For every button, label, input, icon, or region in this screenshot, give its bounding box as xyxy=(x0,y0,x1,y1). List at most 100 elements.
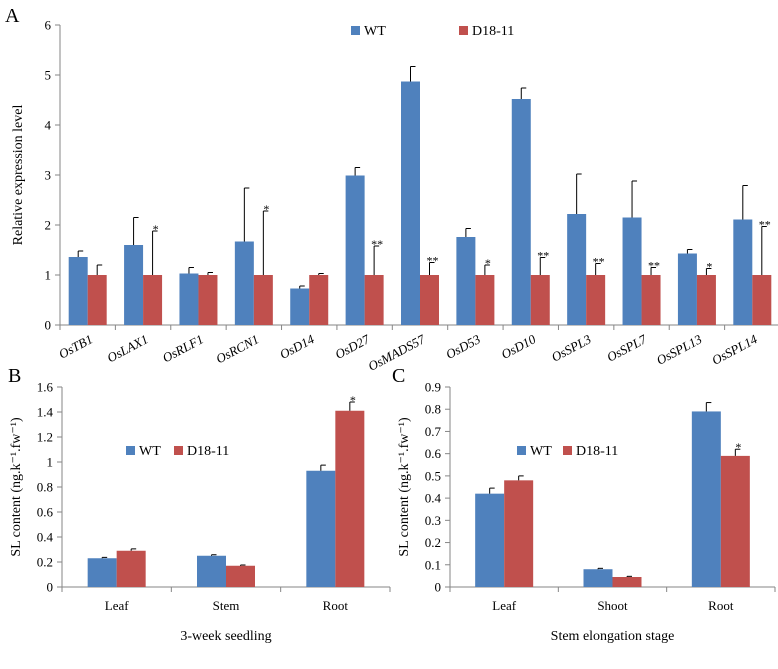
pa-significance-mark: * xyxy=(485,256,491,270)
pc-bar-wt-root xyxy=(691,411,721,587)
pb-legend-label: WT xyxy=(139,444,161,459)
pa-bar-wt-osd53 xyxy=(456,237,476,325)
pb-y-tick-label: 1.6 xyxy=(37,380,54,395)
pb-y-axis-title: SL content (ng.k⁻¹.fw⁻¹) xyxy=(9,417,24,557)
pb-y-tick-label: 0.4 xyxy=(37,530,54,545)
pa-legend-label: D18-11 xyxy=(472,24,514,39)
pb-y-tick-label: 0.2 xyxy=(37,555,53,570)
pa-bar-d18-osd53 xyxy=(475,275,495,325)
pa-bar-wt-osd27 xyxy=(345,175,365,325)
pa-significance-mark: ** xyxy=(593,255,605,269)
pc-bar-wt-shoot xyxy=(583,569,613,587)
pb-bar-wt-root xyxy=(306,470,336,587)
pa-y-tick-label: 5 xyxy=(45,68,52,83)
pb-bar-d18-stem xyxy=(226,565,255,587)
pb-category-label: Stem xyxy=(213,598,240,613)
pa-bar-d18-osd10 xyxy=(530,275,550,325)
pc-bar-d18-leaf xyxy=(504,480,534,587)
pc-significance-mark: * xyxy=(735,440,741,454)
pa-bar-wt-osspl3 xyxy=(567,214,587,325)
pb-bar-wt-stem xyxy=(197,555,226,587)
pa-category-label: OsTB1 xyxy=(56,331,95,361)
pa-legend-swatch-wt xyxy=(351,26,360,35)
pc-y-axis-title: SL content (ng.k⁻¹.fw⁻¹) xyxy=(397,417,412,557)
pa-y-tick-label: 2 xyxy=(45,218,52,233)
pb-y-tick-label: 0.6 xyxy=(37,505,54,520)
pc-y-tick-label: 0.4 xyxy=(425,491,442,506)
pc-y-tick-label: 0.3 xyxy=(425,513,441,528)
pa-y-axis-title: Relative expression level xyxy=(11,105,26,246)
pb-legend-swatch-d18 xyxy=(174,446,183,455)
pc-x-axis-title: Stem elongation stage xyxy=(551,629,675,644)
pb-y-tick-label: 1.4 xyxy=(37,405,54,420)
pc-bar-d18-shoot xyxy=(612,577,642,587)
pa-bar-wt-osspl14 xyxy=(733,219,753,325)
pc-y-tick-label: 0.9 xyxy=(425,380,441,395)
pb-bar-d18-leaf xyxy=(116,550,146,587)
pa-legend-label: WT xyxy=(364,24,386,39)
panel-label-a: A xyxy=(5,5,20,27)
pa-bar-d18-osrcn1 xyxy=(253,275,273,325)
pa-bar-d18-osspl7 xyxy=(641,275,661,325)
pa-significance-mark: ** xyxy=(427,254,439,268)
pc-y-tick-label: 0 xyxy=(435,580,442,595)
pa-bar-d18-osspl14 xyxy=(752,275,772,325)
pb-bar-wt-leaf xyxy=(87,558,117,587)
pa-bar-d18-osspl3 xyxy=(586,275,606,325)
pa-bar-d18-ostb1 xyxy=(87,275,107,325)
pc-y-tick-label: 0.5 xyxy=(425,468,441,483)
panel-label-c: C xyxy=(392,365,405,387)
pc-legend-swatch-d18 xyxy=(563,446,572,455)
pb-category-label: Root xyxy=(323,598,349,613)
pa-y-tick-label: 1 xyxy=(45,268,52,283)
pb-legend-label: D18-11 xyxy=(187,444,229,459)
pa-category-label: OsSPL13 xyxy=(654,331,705,368)
pc-category-label: Root xyxy=(708,598,734,613)
pc-legend-label: D18-11 xyxy=(576,444,618,459)
pb-bar-d18-root xyxy=(335,410,365,587)
pa-y-tick-label: 6 xyxy=(45,18,52,33)
pb-x-axis-title: 3-week seedling xyxy=(180,629,271,644)
pb-category-label: Leaf xyxy=(105,598,129,613)
pa-legend-swatch-d18 xyxy=(459,26,468,35)
pa-y-tick-label: 3 xyxy=(45,168,52,183)
pb-y-tick-label: 1.2 xyxy=(37,430,53,445)
pc-y-tick-label: 0.7 xyxy=(425,424,442,439)
pc-category-label: Shoot xyxy=(597,598,628,613)
pa-category-label: OsD10 xyxy=(499,331,539,362)
pc-y-tick-label: 0.8 xyxy=(425,402,441,417)
pc-bar-d18-root xyxy=(720,455,750,587)
panel-label-b: B xyxy=(8,365,21,387)
pa-category-label: OsRLF1 xyxy=(160,331,206,365)
pa-bar-d18-osmads57 xyxy=(420,275,439,325)
pc-y-tick-label: 0.2 xyxy=(425,535,441,550)
pa-category-label: OsSPL14 xyxy=(709,331,760,368)
pa-y-tick-label: 0 xyxy=(45,318,52,333)
pa-bar-d18-osspl13 xyxy=(696,275,716,325)
pa-bar-wt-osd14 xyxy=(290,288,310,325)
pa-bar-wt-osspl7 xyxy=(622,217,642,325)
pa-significance-mark: ** xyxy=(759,218,771,232)
pc-legend-swatch-wt xyxy=(517,446,526,455)
pa-significance-mark: * xyxy=(263,202,269,216)
pa-significance-mark: * xyxy=(706,260,712,274)
pa-bar-wt-osrlf1 xyxy=(179,273,199,325)
pa-significance-mark: * xyxy=(153,222,159,236)
pa-category-label: OsRCN1 xyxy=(213,331,261,366)
pa-category-label: OsSPL3 xyxy=(549,331,594,364)
pb-legend-swatch-wt xyxy=(126,446,135,455)
pb-y-tick-label: 1 xyxy=(47,455,54,470)
pc-legend-label: WT xyxy=(530,444,552,459)
pa-category-label: OsD53 xyxy=(443,331,483,362)
pa-significance-mark: ** xyxy=(371,237,383,251)
pa-category-label: OsSPL7 xyxy=(604,331,649,364)
pa-category-label: OsD27 xyxy=(332,331,372,362)
pa-bar-d18-osd14 xyxy=(309,275,329,325)
pa-bar-d18-osd27 xyxy=(364,275,384,325)
pa-bar-wt-osrcn1 xyxy=(234,241,254,325)
pc-y-tick-label: 0.1 xyxy=(425,557,441,572)
pa-category-label: OsLAX1 xyxy=(105,331,151,365)
pc-bar-wt-leaf xyxy=(475,493,505,587)
pa-category-label: OsD14 xyxy=(277,331,317,362)
